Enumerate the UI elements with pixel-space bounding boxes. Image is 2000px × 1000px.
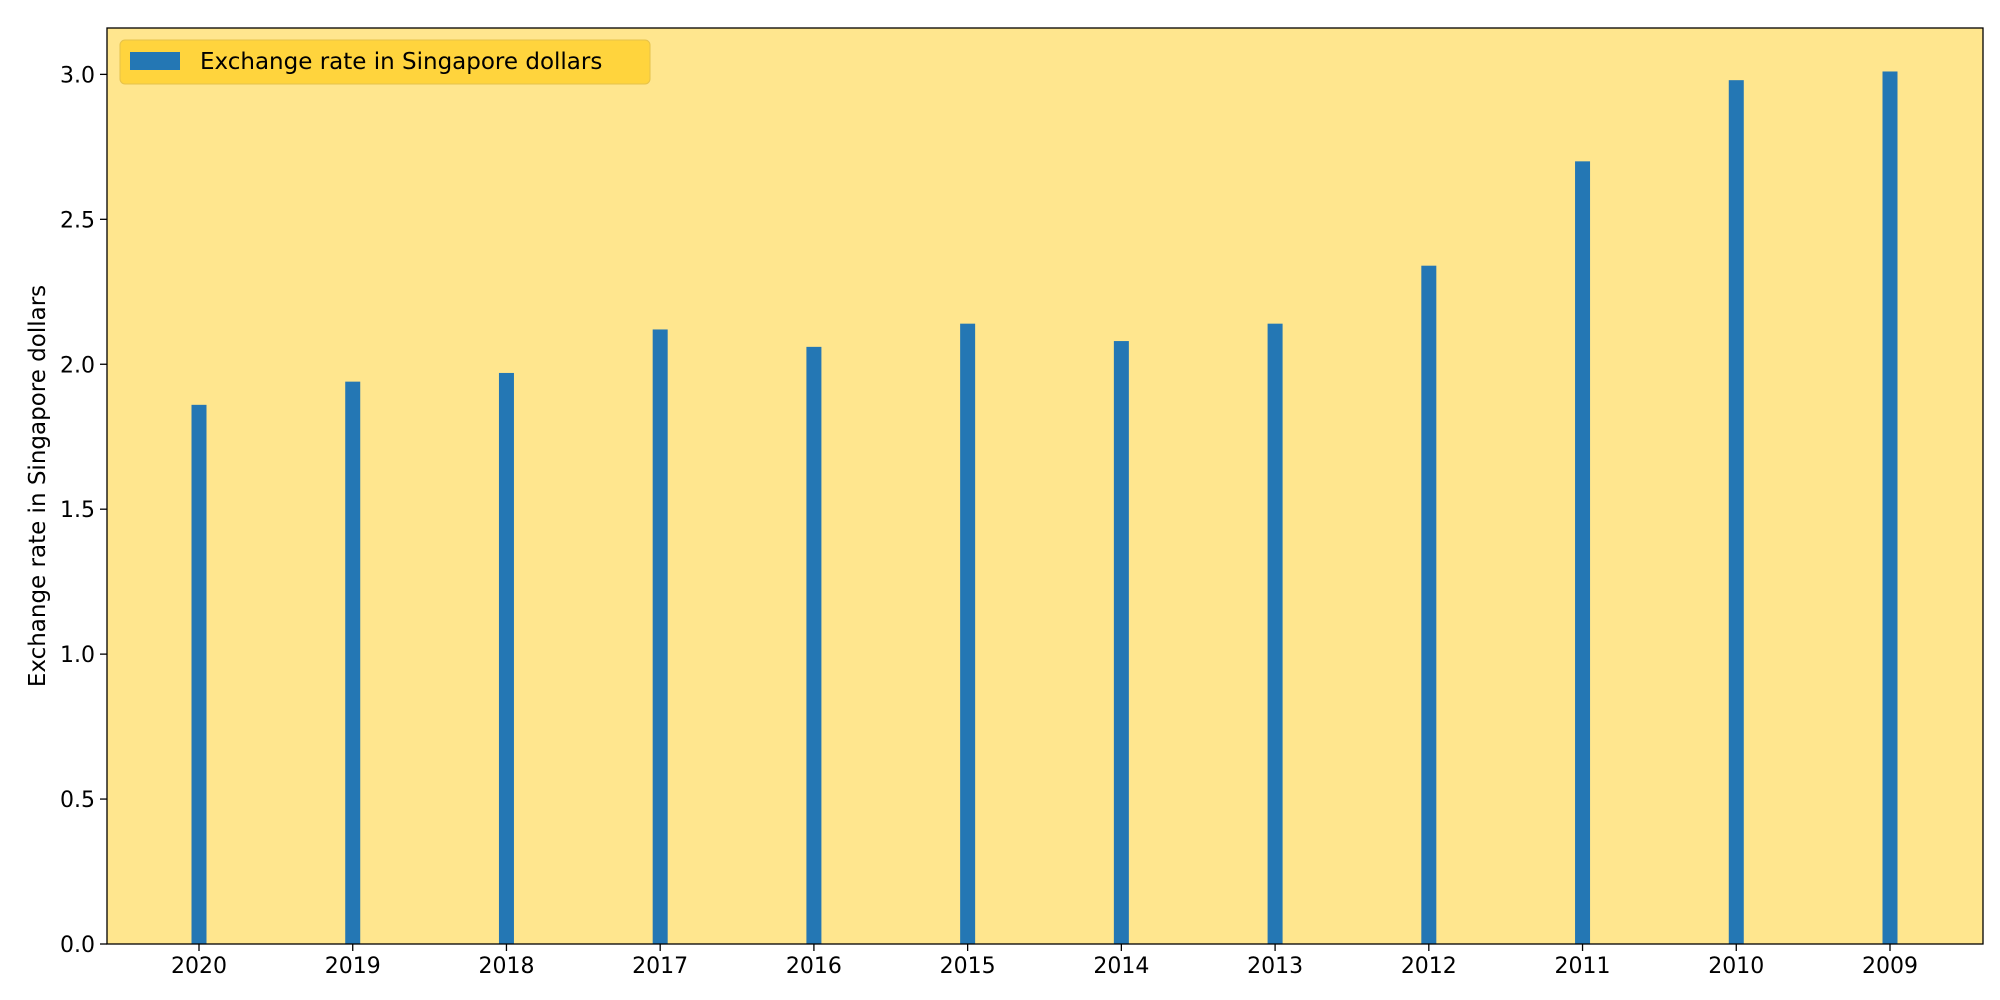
y-tick-label: 3.0 — [60, 63, 95, 88]
bar-2015 — [960, 323, 976, 944]
bar-2014 — [1113, 341, 1129, 944]
x-tick-label: 2016 — [786, 954, 842, 979]
y-tick-label: 0.0 — [60, 933, 95, 958]
plot-frame — [106, 27, 1984, 945]
y-tick-label: 2.0 — [60, 353, 95, 378]
bar-2018 — [498, 372, 514, 945]
x-tick-label: 2018 — [478, 954, 534, 979]
y-tick-label: 1.5 — [60, 498, 95, 523]
bar-2019 — [345, 381, 361, 944]
bar-2020 — [191, 404, 207, 944]
bars-group — [191, 71, 1898, 945]
bar-2010 — [1728, 80, 1744, 944]
x-tick-label: 2010 — [1708, 954, 1764, 979]
x-tick-label: 2015 — [940, 954, 996, 979]
legend-label: Exchange rate in Singapore dollars — [200, 49, 602, 75]
x-tick-label: 2017 — [632, 954, 688, 979]
plot-area — [107, 28, 1983, 944]
legend-box — [119, 39, 651, 85]
x-tick-label: 2013 — [1247, 954, 1303, 979]
bar-2009 — [1882, 71, 1898, 944]
bar-2017 — [652, 329, 668, 944]
x-tick-label: 2009 — [1862, 954, 1918, 979]
x-tick-label: 2020 — [171, 954, 227, 979]
x-tick-label: 2014 — [1093, 954, 1149, 979]
x-tick-label: 2011 — [1555, 954, 1611, 979]
y-tick-label: 1.0 — [60, 643, 95, 668]
x-tick-label: 2019 — [325, 954, 381, 979]
bar-2013 — [1267, 323, 1283, 944]
legend: Exchange rate in Singapore dollars — [119, 39, 651, 85]
bar-2011 — [1575, 161, 1591, 944]
x-tick-label: 2012 — [1401, 954, 1457, 979]
axes-group: 2020 2019 2018 2017 2016 2015 2014 2013 2012 2011… — [60, 27, 1984, 979]
legend-swatch — [130, 52, 180, 70]
bar-2012 — [1421, 265, 1437, 945]
y-tick-label: 2.5 — [60, 208, 95, 233]
y-axis-title: Exchange rate in Singapore dollars — [25, 285, 51, 687]
bar-2016 — [806, 346, 822, 945]
y-tick-label: 0.5 — [60, 788, 95, 813]
